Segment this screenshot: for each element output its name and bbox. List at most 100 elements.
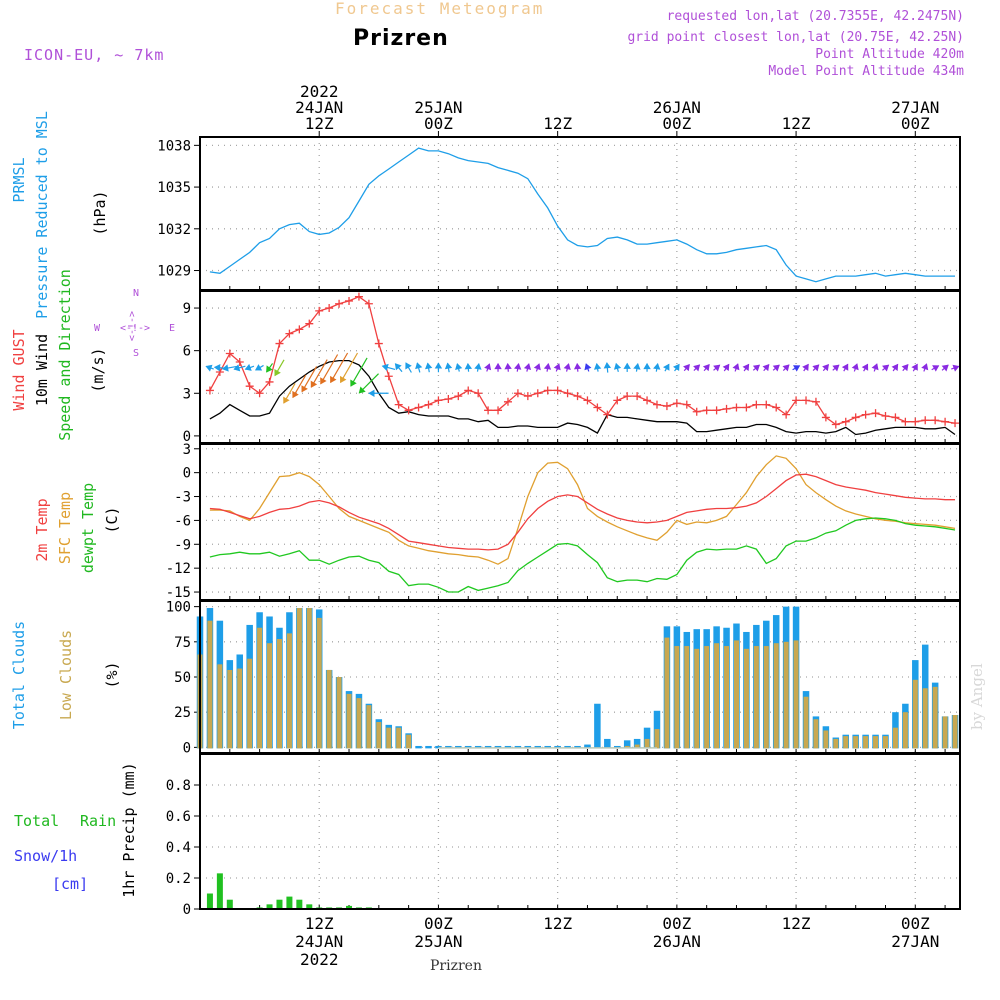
panel-bg-temp xyxy=(200,444,960,600)
wind-direction-arrow xyxy=(683,364,690,372)
wind-arrow-head xyxy=(405,362,412,370)
wind-arrow-head xyxy=(301,385,308,393)
wind-gust-marker xyxy=(692,407,701,416)
wind-arrow-head xyxy=(663,363,670,371)
wind-arrow-head xyxy=(742,363,750,371)
wind-direction-arrow xyxy=(533,363,541,372)
low-clouds-bar xyxy=(882,736,888,749)
wind-arrow-head xyxy=(444,362,453,370)
wind-arrow-head xyxy=(941,364,949,372)
wind-gust-marker xyxy=(295,325,304,334)
wind-direction-arrow xyxy=(444,362,453,373)
wind-direction-arrow xyxy=(523,363,532,372)
wind-gust-marker xyxy=(742,403,751,412)
wind-arrow-head xyxy=(533,363,541,371)
wind-arrow-head xyxy=(523,363,532,371)
ytick-label-temp: -15 xyxy=(166,585,191,601)
wind-direction-arrow xyxy=(358,373,379,394)
dewpt-temp-label: dewpt Temp xyxy=(79,483,97,573)
panel-bg-pressure xyxy=(200,137,960,290)
total-clouds-bar xyxy=(584,744,591,749)
wind-gust-marker xyxy=(782,410,791,419)
low-clouds-bar xyxy=(753,646,759,749)
wind-arrow-head xyxy=(221,364,229,372)
temp-2m-line xyxy=(209,473,955,551)
wind-arrow-head xyxy=(563,363,571,371)
wind-arrow-head xyxy=(474,363,482,370)
wind-gust-marker xyxy=(911,417,920,426)
wind-gust-marker xyxy=(553,386,562,395)
low-clouds-bar xyxy=(674,646,680,749)
wind-gust-label: Wind GUST xyxy=(10,329,28,410)
info-requested: requested lon,lat (20.7355E, 42.2475N) xyxy=(666,9,964,24)
wind-arrow-head xyxy=(584,363,592,371)
wind-direction-arrow xyxy=(274,359,285,377)
wind-gust-marker xyxy=(662,402,671,411)
top-time-label: 25JAN xyxy=(414,98,462,117)
station-name: Prizren xyxy=(353,26,449,51)
top-time-label: 12Z xyxy=(305,114,334,133)
low-clouds-bar xyxy=(207,620,213,749)
meteogram-title: Forecast Meteogram xyxy=(335,0,545,18)
low-clouds-bar xyxy=(237,668,243,749)
wind-arrow-head xyxy=(593,363,602,370)
wind-gust-marker xyxy=(652,400,661,409)
low-clouds-bar xyxy=(366,705,372,749)
wind-gust-marker xyxy=(762,400,771,409)
wind-arrow-head xyxy=(822,364,829,372)
compass-horizontal-arrow: <-!-> xyxy=(120,323,150,334)
sfc-temp-line xyxy=(209,455,956,565)
wind-arrow-head xyxy=(782,364,790,372)
bottom-station-label: Prizren xyxy=(430,958,482,974)
wind-gust-marker xyxy=(305,319,314,328)
precip-rain-bar xyxy=(276,899,283,909)
wind-direction-arrow xyxy=(802,363,809,372)
bottom-time-label: 00Z xyxy=(424,914,453,933)
top-time-label: 26JAN xyxy=(653,98,701,117)
wind-gust-marker xyxy=(633,392,642,401)
low-clouds-bar xyxy=(803,696,809,749)
total-clouds-bar xyxy=(623,740,631,749)
low-clouds-bar xyxy=(892,727,898,749)
wind-gust-marker xyxy=(702,406,711,415)
wind-gust-marker xyxy=(792,396,801,405)
bottom-time-label: 12Z xyxy=(782,914,811,933)
ytick-label-precip: 0.6 xyxy=(166,809,191,825)
wind-gust-marker xyxy=(384,372,393,381)
wind-direction-label: Speed and Direction xyxy=(56,269,74,441)
bottom-time-label: 12Z xyxy=(543,914,572,933)
low-clouds-bar xyxy=(316,617,322,749)
wind-gust-marker xyxy=(364,299,373,308)
clouds-unit: (%) xyxy=(103,661,121,688)
wind-direction-arrow xyxy=(350,357,368,387)
wind-direction-arrow xyxy=(320,354,339,385)
low-clouds-bar xyxy=(763,646,769,749)
wind-direction-arrow xyxy=(772,364,780,372)
low-clouds-bar xyxy=(902,712,908,749)
wind-arrow-head xyxy=(762,364,770,372)
wind-gust-marker xyxy=(503,397,512,406)
temp-unit: (C) xyxy=(103,506,121,533)
wind-gust-marker xyxy=(533,389,542,398)
wind-direction-arrow xyxy=(514,363,522,372)
wind-arrow-head xyxy=(455,363,463,371)
wind-gust-marker xyxy=(543,386,552,395)
wind-arrow-shaft xyxy=(320,354,339,385)
wind-gust-marker xyxy=(613,396,622,405)
ytick-label-clouds: 75 xyxy=(174,635,191,651)
wind-direction-arrow xyxy=(484,363,492,372)
low-clouds-bar xyxy=(833,738,839,749)
low-clouds-label: Low Clouds xyxy=(57,630,75,720)
wind-arrow-head xyxy=(683,364,690,372)
wind-gust-marker xyxy=(354,292,363,301)
wind-direction-arrow xyxy=(832,364,840,372)
precip-rain-bar xyxy=(206,893,213,909)
low-clouds-bar xyxy=(664,637,670,749)
bottom-time-label: 2022 xyxy=(300,950,339,969)
wind-arrow-head xyxy=(891,363,899,371)
low-clouds-bar xyxy=(684,646,690,749)
precip-rain-bar xyxy=(266,904,273,909)
wind-gust-marker xyxy=(345,296,354,305)
top-time-label: 2022 xyxy=(300,82,339,101)
